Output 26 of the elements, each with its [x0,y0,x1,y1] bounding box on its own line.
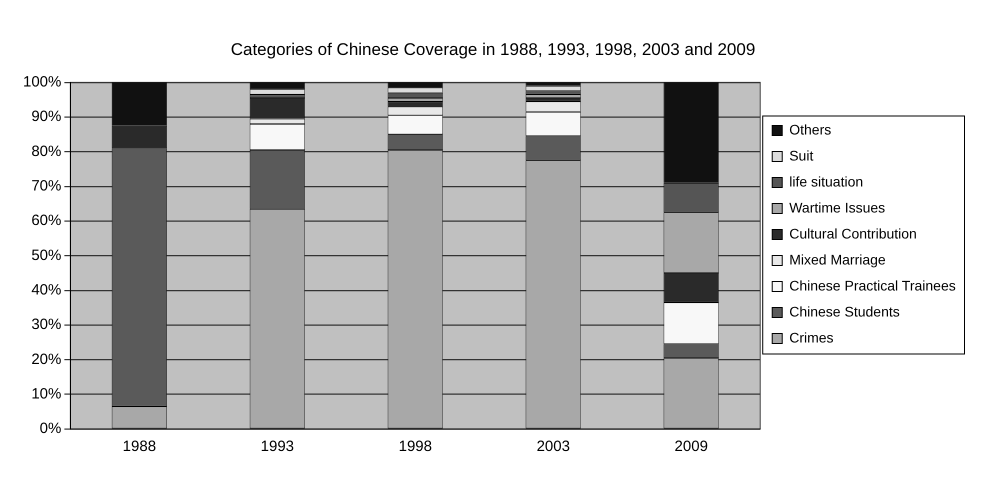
y-tick-label: 40% [31,282,62,298]
x-tick-label: 2003 [536,438,570,456]
legend-label: Chinese Practical Trainees [789,277,956,294]
x-tick-label: 1998 [398,438,432,456]
y-tick-label: 50% [31,246,62,264]
legend-label: Mixed Marriage [789,251,886,268]
y-tick-label: 90% [31,108,62,126]
legend-label: Chinese Students [789,303,900,320]
y-tick-label: 10% [31,385,62,402]
y-tick-label: 60% [31,212,62,230]
legend-label: life situation [789,173,864,190]
y-tick-label: 20% [31,350,62,368]
legend-label: Crimes [789,329,834,346]
x-tick-label: 1988 [122,438,156,456]
x-tick-label: 2009 [674,438,708,456]
legend-label: Cultural Contribution [789,225,917,242]
y-tick-label: 30% [31,316,62,334]
chart-title: Categories of Chinese Coverage in 1988, 1993, 1998, 2003 and 2009 [230,40,756,59]
legend-label: Suit [789,147,814,164]
y-tick-label: 70% [31,178,62,195]
legend-label: Wartime Issues [789,199,886,216]
y-tick-label: 100% [22,74,62,91]
legend-label: Others [789,121,832,138]
y-tick-label: 80% [31,142,62,160]
y-tick-label: 0% [40,420,62,438]
x-tick-label: 1993 [260,438,294,456]
